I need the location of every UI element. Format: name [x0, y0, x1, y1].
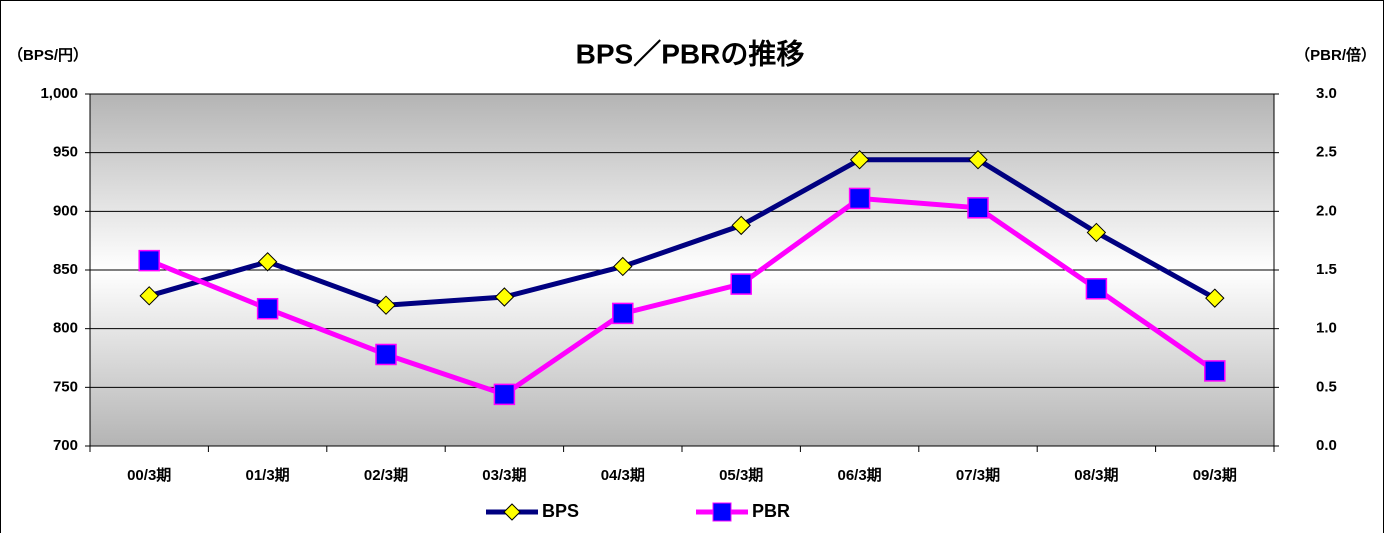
data-point [612, 302, 634, 325]
legend-label: BPS [542, 501, 579, 521]
y-tick-label: 800 [53, 320, 78, 337]
data-point [375, 343, 397, 366]
series-line [148, 195, 1217, 398]
x-tick-label: 00/3期 [127, 466, 171, 484]
data-point [493, 383, 516, 406]
y2-tick-label: 1.0 [1316, 320, 1337, 337]
y2-tick-label: 1.5 [1316, 261, 1337, 278]
y-tick-label: 750 [53, 378, 78, 395]
data-point [376, 295, 396, 315]
x-tick-label: 04/3期 [601, 466, 645, 484]
x-tick-label: 02/3期 [364, 466, 408, 484]
y2-axis-label: （PBR/倍） [1295, 46, 1376, 64]
y2-tick-label: 2.0 [1316, 202, 1337, 219]
data-point [849, 149, 870, 170]
y2-tick-label: 2.5 [1316, 144, 1337, 161]
data-point [1086, 222, 1107, 243]
y-tick-label: 900 [53, 202, 78, 219]
legend-marker [503, 503, 521, 521]
data-point [256, 297, 279, 320]
data-point [138, 249, 160, 272]
data-point [1204, 360, 1226, 382]
x-tick-label: 05/3期 [719, 466, 763, 484]
data-point [139, 286, 159, 306]
chart-title: BPS／PBRの推移 [576, 38, 805, 69]
y-tick-label: 950 [53, 144, 78, 161]
data-point [1205, 288, 1225, 308]
x-tick-label: 03/3期 [482, 466, 526, 484]
data-point [968, 149, 988, 170]
y2-tick-label: 0.5 [1316, 378, 1337, 395]
x-tick-label: 09/3期 [1193, 466, 1237, 484]
data-point [613, 256, 633, 277]
data-point [257, 252, 278, 272]
data-point [848, 187, 871, 210]
y-tick-label: 1,000 [40, 85, 78, 102]
y2-tick-label: 3.0 [1316, 85, 1337, 102]
x-tick-label: 07/3期 [956, 466, 1000, 484]
legend-label: PBR [752, 501, 790, 521]
legend-marker [712, 502, 732, 522]
y-tick-label: 850 [53, 261, 78, 278]
data-point [731, 215, 751, 236]
series-line [148, 157, 1217, 308]
data-point [1085, 278, 1108, 300]
x-tick-label: 01/3期 [245, 466, 289, 484]
data-point [494, 287, 515, 307]
data-point [730, 273, 752, 295]
data-point [967, 197, 989, 219]
x-tick-label: 08/3期 [1074, 466, 1118, 484]
y-axis-label: （BPS/円） [8, 46, 88, 64]
y-tick-label: 700 [53, 437, 78, 454]
x-tick-label: 06/3期 [837, 466, 881, 484]
y2-tick-label: 0.0 [1316, 437, 1337, 454]
